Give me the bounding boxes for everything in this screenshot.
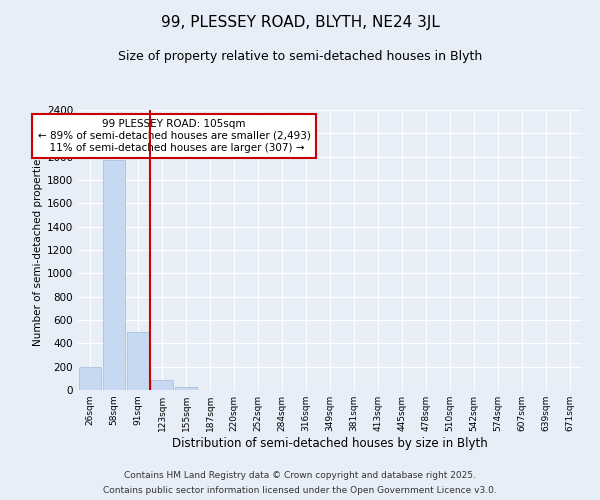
- Bar: [127, 332, 149, 390]
- Bar: [151, 380, 173, 390]
- Bar: [175, 386, 197, 390]
- Text: Size of property relative to semi-detached houses in Blyth: Size of property relative to semi-detach…: [118, 50, 482, 63]
- Bar: [103, 160, 125, 390]
- Text: Contains HM Land Registry data © Crown copyright and database right 2025.: Contains HM Land Registry data © Crown c…: [124, 471, 476, 480]
- Bar: [79, 366, 101, 390]
- Text: 99, PLESSEY ROAD, BLYTH, NE24 3JL: 99, PLESSEY ROAD, BLYTH, NE24 3JL: [161, 15, 439, 30]
- Text: Contains public sector information licensed under the Open Government Licence v3: Contains public sector information licen…: [103, 486, 497, 495]
- X-axis label: Distribution of semi-detached houses by size in Blyth: Distribution of semi-detached houses by …: [172, 437, 488, 450]
- Y-axis label: Number of semi-detached properties: Number of semi-detached properties: [33, 154, 43, 346]
- Text: 99 PLESSEY ROAD: 105sqm
← 89% of semi-detached houses are smaller (2,493)
  11% : 99 PLESSEY ROAD: 105sqm ← 89% of semi-de…: [38, 120, 310, 152]
